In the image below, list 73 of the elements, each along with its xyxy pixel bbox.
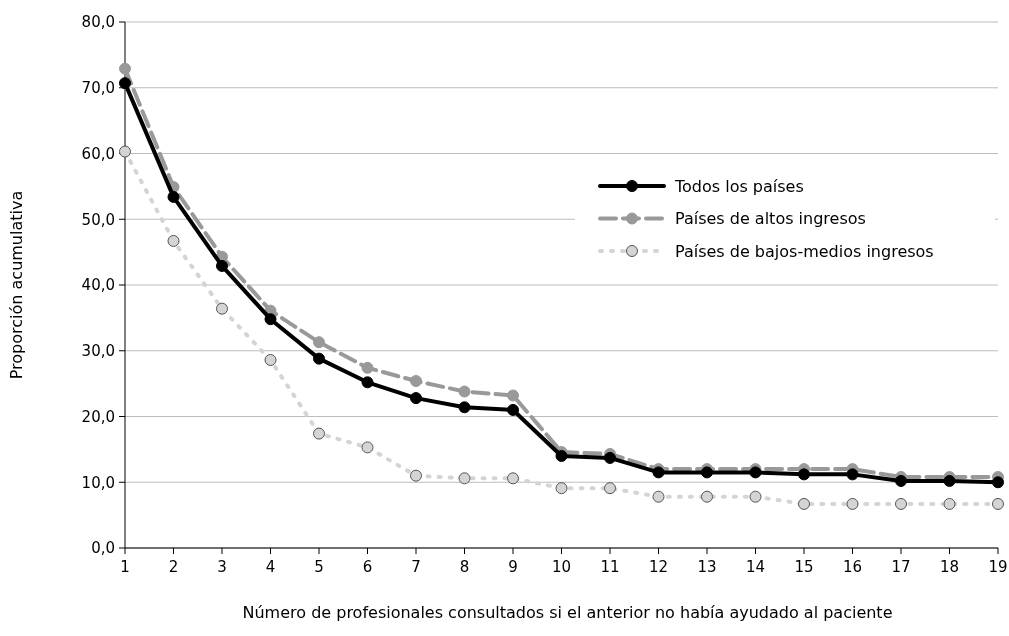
point	[458, 401, 471, 414]
y-tick-label: 10,0	[81, 473, 115, 492]
point	[361, 361, 374, 374]
y-tick-label: 0,0	[91, 539, 115, 558]
x-tick-label: 3	[217, 558, 227, 576]
point	[119, 62, 131, 75]
x-tick-label: 9	[508, 558, 518, 576]
x-tick-label: 12	[648, 558, 669, 576]
x-tick-label: 16	[842, 558, 863, 576]
x-tick-label: 5	[314, 558, 324, 576]
point	[313, 352, 325, 365]
point	[604, 482, 616, 495]
point	[943, 474, 956, 487]
point	[167, 234, 180, 247]
point	[798, 497, 810, 510]
x-tick-label: 11	[600, 558, 620, 576]
x-tick-label: 13	[697, 558, 717, 576]
x-tick-label: 15	[794, 558, 814, 576]
point	[167, 190, 180, 203]
x-tick-label: 17	[891, 558, 911, 576]
y-tick-label: 70,0	[81, 79, 115, 97]
legend-label: Países de bajos-medios ingresos	[675, 241, 934, 261]
point	[555, 482, 568, 495]
point	[507, 472, 519, 485]
point	[895, 497, 907, 510]
point	[313, 336, 325, 349]
point	[361, 441, 374, 454]
point	[943, 497, 956, 510]
point	[895, 474, 907, 487]
point	[410, 375, 422, 387]
y-tick-label: 20,0	[81, 407, 115, 426]
point	[992, 497, 1004, 510]
y-tick-label: 30,0	[81, 342, 115, 360]
point	[507, 389, 519, 402]
point	[652, 490, 665, 503]
y-tick-label: 40,0	[81, 276, 115, 295]
point	[119, 145, 131, 158]
point	[264, 353, 277, 366]
point	[216, 302, 228, 315]
x-tick-label: 18	[939, 558, 960, 576]
point	[604, 451, 616, 464]
point	[313, 427, 325, 440]
x-tick-label: 8	[459, 558, 470, 576]
x-tick-label: 2	[168, 558, 179, 576]
point	[119, 77, 131, 90]
point	[507, 403, 519, 416]
x-axis-title: Número de profesionales consultados si el anterior no había ayudado al paciente	[242, 603, 893, 622]
x-tick-label: 6	[362, 558, 373, 576]
y-tick-label: 80,0	[81, 13, 115, 32]
y-tick-label: 60,0	[81, 144, 115, 163]
point	[216, 259, 228, 272]
x-tick-label: 4	[265, 558, 276, 576]
point	[361, 376, 374, 389]
legend-label: Todos los países	[674, 176, 804, 196]
point	[458, 385, 471, 398]
point	[846, 497, 859, 510]
point	[798, 468, 810, 481]
point	[992, 476, 1004, 489]
x-tick-label: 1	[120, 558, 130, 576]
point	[458, 472, 471, 485]
point	[846, 468, 859, 481]
point	[264, 313, 277, 326]
y-tick-label: 50,0	[81, 210, 115, 229]
point	[749, 490, 762, 503]
x-tick-label: 14	[745, 558, 766, 576]
point	[701, 490, 713, 503]
y-axis-title: Proporción acumulativa	[7, 190, 26, 380]
point	[410, 469, 422, 482]
x-tick-label: 10	[551, 558, 572, 576]
x-tick-label: 7	[411, 558, 421, 576]
x-tick-label: 19	[988, 558, 1008, 576]
point	[410, 392, 422, 405]
legend-label: Países de altos ingresos	[675, 209, 866, 229]
